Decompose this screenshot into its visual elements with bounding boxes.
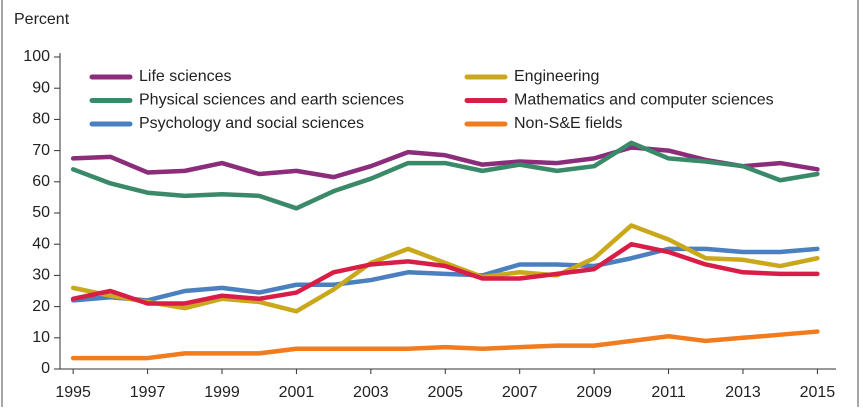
legend-label: Life sciences: [139, 68, 232, 85]
y-tick-label: 0: [41, 360, 50, 377]
y-tick-label: 60: [32, 173, 50, 190]
legend-label: Engineering: [514, 68, 599, 85]
x-tick-label: 2009: [576, 384, 612, 401]
legend-label: Physical sciences and earth sciences: [139, 92, 404, 109]
y-tick-label: 30: [32, 267, 50, 284]
series-line: [70, 246, 820, 303]
x-tick-label: 2005: [427, 384, 463, 401]
x-tick-label: 2015: [800, 384, 836, 401]
y-tick-label: 70: [32, 142, 50, 159]
x-tick-label: 1999: [204, 384, 240, 401]
legend-label: Non-S&E fields: [514, 115, 623, 132]
y-tick-label: 20: [32, 298, 50, 315]
x-tick-label: 2013: [725, 384, 761, 401]
series-line: [70, 223, 820, 314]
legend-label: Psychology and social sciences: [139, 115, 364, 132]
legend-label: Mathematics and computer sciences: [514, 92, 774, 109]
x-tick-label: 2007: [502, 384, 538, 401]
y-tick-label: 40: [32, 235, 50, 252]
x-tick-label: 2003: [353, 384, 389, 401]
y-tick-label: 50: [32, 204, 50, 221]
x-tick-label: 2011: [651, 384, 686, 401]
series-line: [70, 145, 820, 180]
y-tick-label: 90: [32, 79, 50, 96]
y-tick-label: 80: [32, 111, 50, 128]
series-line: [70, 140, 820, 211]
series-line: [70, 329, 820, 361]
y-axis-label: Percent: [14, 11, 70, 28]
y-tick-label: 10: [32, 329, 50, 346]
x-tick-label: 2001: [279, 384, 315, 401]
x-tick-label: 1995: [55, 384, 91, 401]
x-tick-label: 1997: [130, 384, 166, 401]
y-tick-label: 100: [23, 48, 50, 65]
series-line: [70, 241, 820, 306]
